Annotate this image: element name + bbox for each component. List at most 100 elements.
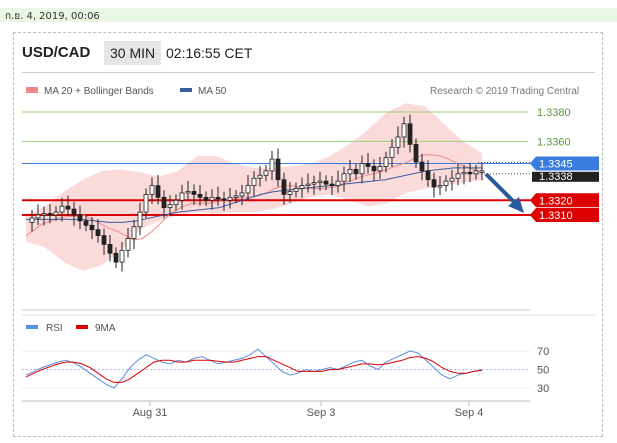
candle-body xyxy=(311,182,317,185)
candle-body xyxy=(299,185,305,189)
clock-label: 02:16:55 CET xyxy=(166,45,253,61)
candle-body xyxy=(191,191,197,195)
time-axis-labels: Aug 31 Sep 3 Sep 4 xyxy=(133,401,484,419)
candle-body xyxy=(179,192,185,201)
last-price-tag xyxy=(532,171,599,182)
candle-body xyxy=(185,191,191,194)
candle-body xyxy=(209,196,215,201)
candle-body xyxy=(425,170,431,181)
candle-body xyxy=(281,179,287,195)
support-tag xyxy=(530,193,599,208)
candle-body xyxy=(275,158,281,181)
candle-body xyxy=(143,193,149,213)
candle-body xyxy=(293,188,299,192)
candle-body xyxy=(401,123,407,138)
time-tick-label: Sep 3 xyxy=(307,407,336,419)
candle-body xyxy=(59,205,65,213)
candle-body xyxy=(257,174,263,179)
candle-body xyxy=(383,157,389,167)
candle-body xyxy=(53,211,59,216)
candle-body xyxy=(227,196,233,201)
candle-body xyxy=(95,229,101,236)
candle-body xyxy=(341,173,347,182)
candle-body xyxy=(83,220,89,226)
candle-body xyxy=(419,161,425,172)
candle-body xyxy=(251,177,257,186)
candle-body xyxy=(113,252,119,263)
header-divider xyxy=(22,72,595,73)
credit-label: Research © 2019 Trading Central xyxy=(430,86,579,97)
rsi-ma9-line xyxy=(25,356,483,383)
candle-body xyxy=(107,244,113,254)
candle-body xyxy=(149,185,155,195)
candle-body xyxy=(455,173,461,179)
candle-body xyxy=(305,183,311,187)
candle-body xyxy=(413,143,419,163)
datetime-text: ก.ย. 4, 2019, 00:06 xyxy=(5,11,100,22)
candle-body xyxy=(41,213,47,216)
ma50-legend-label: MA 50 xyxy=(198,86,227,97)
pivot-label: 1.3345 xyxy=(539,159,573,171)
candle-body xyxy=(119,249,125,263)
timeframe-button[interactable]: 30 MIN xyxy=(104,41,162,65)
ma9-legend-label: 9MA xyxy=(95,323,116,334)
candle-body xyxy=(335,180,341,186)
candle-body xyxy=(89,224,95,231)
candle-body xyxy=(65,205,71,210)
candle-body xyxy=(443,180,449,186)
candle-body xyxy=(131,226,137,239)
candle-body xyxy=(101,235,107,245)
candle-body xyxy=(365,163,371,167)
chart-frame xyxy=(13,32,603,437)
candle-body xyxy=(29,217,35,223)
candle-body xyxy=(245,185,251,194)
candle-body xyxy=(389,146,395,159)
candle-body xyxy=(377,166,383,172)
forecast-arrow-head xyxy=(508,197,524,213)
candle-body xyxy=(347,168,353,175)
time-tick-label: Sep 4 xyxy=(455,407,484,419)
rsi-line xyxy=(25,348,483,389)
candle-body xyxy=(371,166,377,172)
candle-body xyxy=(329,183,335,187)
time-tick-label: Aug 31 xyxy=(133,407,168,419)
candle-body xyxy=(263,170,269,176)
candle-body xyxy=(287,191,293,195)
resistance-label: 1.3360 xyxy=(537,136,571,148)
candle-body xyxy=(449,177,455,182)
candle-body xyxy=(167,204,173,209)
candle-body xyxy=(323,180,329,185)
candle-body xyxy=(125,238,131,251)
candle-body xyxy=(359,163,365,175)
ma20-legend-label: MA 20 + Bollinger Bands xyxy=(44,86,154,97)
candle-body xyxy=(137,211,143,228)
ma50-legend-swatch xyxy=(180,88,192,92)
candle-body xyxy=(473,170,479,175)
candle-body xyxy=(173,199,179,206)
candle-body xyxy=(479,170,485,173)
candle-body xyxy=(437,185,443,188)
candle-body xyxy=(35,214,41,219)
candle-body xyxy=(407,123,413,145)
rsi-tick-label: 30 xyxy=(537,383,549,395)
candle-body xyxy=(71,208,77,216)
resistance-label: 1.3380 xyxy=(537,107,571,119)
candle-body xyxy=(47,213,53,216)
last-price-label: 1.3338 xyxy=(539,171,573,183)
ma9-legend-swatch xyxy=(76,325,88,329)
ma20-legend-swatch xyxy=(26,87,38,93)
rsi-panel: 70 50 30 xyxy=(22,346,549,395)
candle-body xyxy=(317,180,323,184)
pair-label: USD/CAD xyxy=(22,44,91,61)
candle-body xyxy=(77,214,83,222)
candle-body xyxy=(161,196,167,209)
forecast-arrow-shaft xyxy=(484,172,520,208)
pivot-tag xyxy=(530,156,599,171)
candlesticks xyxy=(29,114,485,272)
candle-body xyxy=(221,198,227,201)
candle-body xyxy=(461,171,467,175)
candle-body xyxy=(155,185,161,198)
candle-body xyxy=(467,171,473,175)
